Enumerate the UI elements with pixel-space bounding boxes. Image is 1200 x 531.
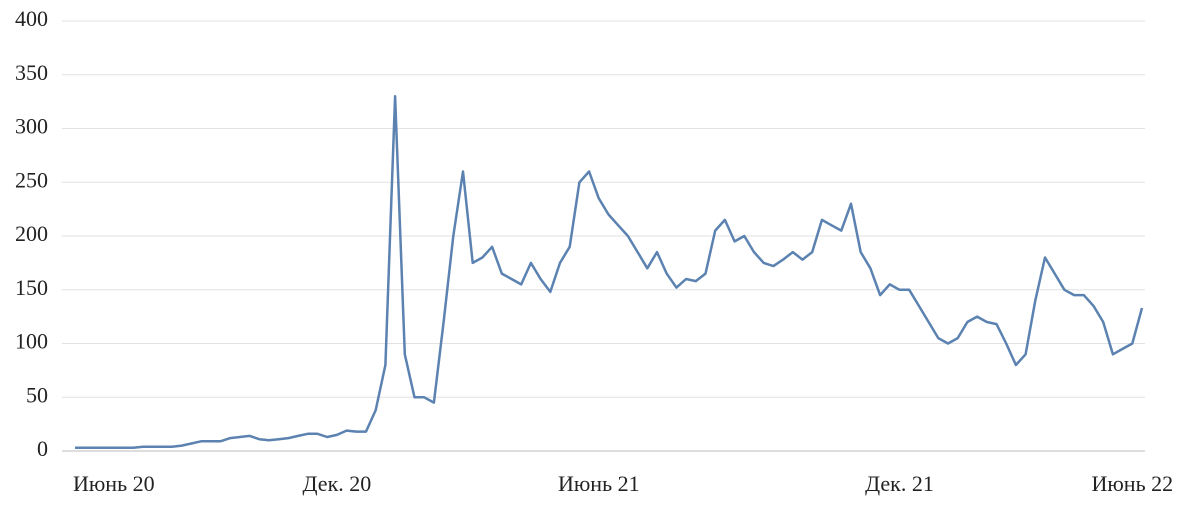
y-tick-label: 150 (15, 275, 48, 300)
x-tick-label: Дек. 20 (303, 471, 372, 496)
x-tick-label: Дек. 21 (865, 471, 934, 496)
x-tick-label: Июнь 20 (73, 471, 155, 496)
y-tick-label: 100 (15, 329, 48, 354)
y-tick-label: 0 (37, 436, 48, 461)
y-tick-label: 300 (15, 114, 48, 139)
y-tick-label: 250 (15, 167, 48, 192)
y-tick-label: 350 (15, 60, 48, 85)
y-tick-label: 200 (15, 221, 48, 246)
x-tick-label: Июнь 22 (1091, 471, 1173, 496)
data-line (75, 95, 1144, 450)
y-tick-label: 50 (26, 382, 48, 407)
x-tick-label: Июнь 21 (558, 471, 640, 496)
y-tick-label: 400 (15, 6, 48, 31)
